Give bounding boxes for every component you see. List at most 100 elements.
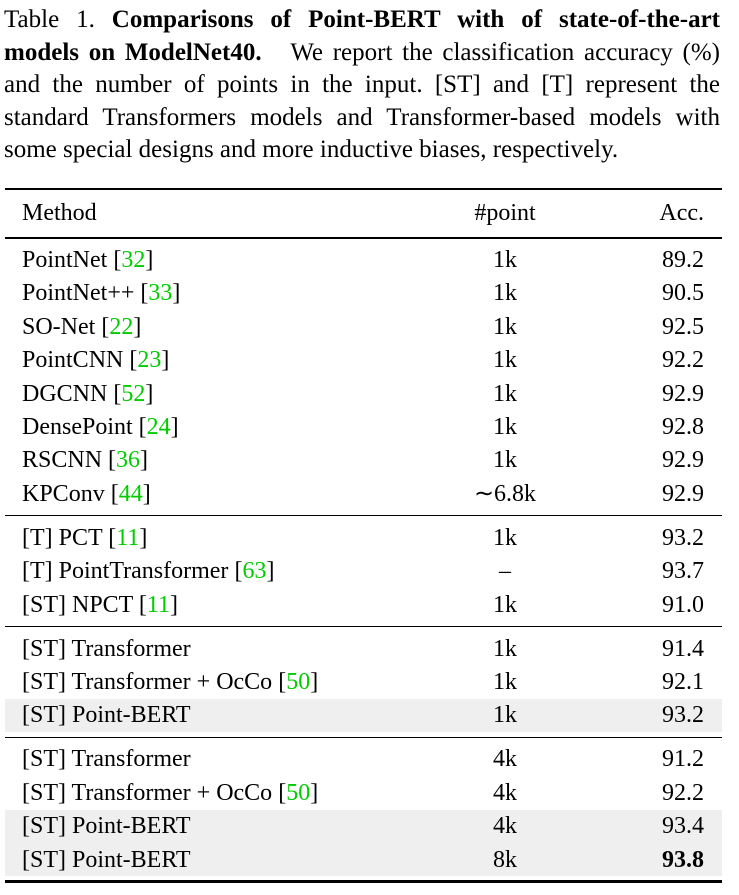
accuracy: 92.2 bbox=[662, 347, 704, 374]
header-method: Method bbox=[22, 200, 97, 226]
caption-text: We report the classification accuracy (%… bbox=[4, 38, 720, 164]
row-shade bbox=[5, 698, 722, 733]
accuracy: 90.5 bbox=[662, 280, 704, 307]
method: [ST] Point-BERT bbox=[22, 702, 191, 729]
row-shade bbox=[5, 809, 722, 843]
points-cell: 4k bbox=[405, 778, 605, 808]
method: [ST] Transformer + OcCo bbox=[22, 779, 273, 806]
method-cell: [ST] Transformer bbox=[22, 634, 191, 664]
bracket: [ bbox=[278, 669, 287, 695]
points-cell: ∼6.8k bbox=[405, 479, 605, 509]
method-cell: RSCNN [36] bbox=[22, 445, 148, 475]
method: PointNet++ bbox=[22, 280, 135, 307]
points: 4k bbox=[493, 779, 517, 806]
citation: 11 bbox=[146, 591, 171, 618]
method: KPConv bbox=[22, 480, 105, 507]
method-cell: Method bbox=[22, 198, 97, 228]
points-cell: 1k bbox=[405, 412, 605, 442]
bracket: ] bbox=[140, 447, 149, 474]
acc-cell: 93.8 bbox=[662, 845, 704, 875]
caption: Table 1. Comparisons of Point-BERT with … bbox=[4, 4, 720, 167]
acc-cell: 92.2 bbox=[662, 778, 704, 808]
bracket: ] bbox=[133, 313, 142, 340]
row-shade bbox=[5, 842, 722, 877]
method-cell: [ST] Transformer + OcCo [50] bbox=[22, 667, 318, 697]
bracket: [ bbox=[129, 347, 138, 374]
method: [ST] Transformer bbox=[22, 746, 191, 773]
accuracy: 91.0 bbox=[662, 591, 704, 618]
points-cell: 1k bbox=[405, 667, 605, 697]
rule bbox=[5, 515, 722, 517]
accuracy: 91.2 bbox=[662, 746, 704, 773]
accuracy: 93.2 bbox=[662, 524, 704, 551]
caption-label: Table 1. bbox=[4, 6, 95, 33]
points-cell: 1k bbox=[405, 245, 605, 275]
points: 1k bbox=[493, 524, 517, 551]
method-cell: SO-Net [22] bbox=[22, 312, 141, 342]
points-cell: 1k bbox=[405, 700, 605, 730]
method-cell: [ST] Transformer + OcCo [50] bbox=[22, 778, 318, 808]
points: 1k bbox=[493, 280, 517, 307]
points: 1k bbox=[493, 669, 517, 695]
method-cell: DGCNN [52] bbox=[22, 379, 153, 409]
acc-cell: 92.8 bbox=[662, 412, 704, 442]
points-cell: 1k bbox=[405, 345, 605, 375]
rule bbox=[5, 237, 722, 239]
points-cell: 4k bbox=[405, 811, 605, 841]
accuracy: 92.8 bbox=[662, 414, 704, 440]
bracket: [ bbox=[234, 558, 243, 585]
points-cell: 1k bbox=[405, 523, 605, 553]
points: – bbox=[499, 558, 511, 585]
method-cell: PointNet [32] bbox=[22, 245, 153, 275]
citation: 24 bbox=[146, 414, 171, 440]
acc-cell: 90.5 bbox=[662, 278, 704, 308]
citation: 50 bbox=[286, 779, 311, 806]
acc-cell: 92.1 bbox=[662, 667, 704, 697]
bracket: ] bbox=[170, 591, 179, 618]
points-cell: – bbox=[405, 556, 605, 586]
points: 1k bbox=[493, 347, 517, 374]
points: 4k bbox=[493, 813, 517, 840]
acc-cell: 92.2 bbox=[662, 345, 704, 375]
bracket: [ bbox=[101, 313, 110, 340]
points-cell: 1k bbox=[405, 634, 605, 664]
caption-title: Comparisons of Point-BERT with of state-… bbox=[4, 6, 721, 66]
points: 1k bbox=[493, 635, 517, 662]
rule bbox=[5, 880, 722, 883]
bracket: ] bbox=[266, 558, 275, 585]
bracket: [ bbox=[113, 380, 122, 407]
bracket: ] bbox=[139, 524, 148, 551]
accuracy: 89.2 bbox=[662, 247, 704, 273]
citation: 22 bbox=[109, 313, 134, 340]
method-cell: KPConv [44] bbox=[22, 479, 151, 509]
rule bbox=[5, 187, 722, 191]
method-cell: [ST] NPCT [11] bbox=[22, 590, 178, 620]
acc-cell: 89.2 bbox=[662, 245, 704, 275]
bracket: ] bbox=[310, 779, 319, 806]
method-cell: [ST] Transformer bbox=[22, 744, 191, 774]
bracket: ] bbox=[142, 480, 151, 507]
points: 1k bbox=[493, 247, 517, 273]
bracket: [ bbox=[138, 591, 147, 618]
method: SO-Net bbox=[22, 313, 96, 340]
points: 1k bbox=[493, 380, 517, 407]
points: 1k bbox=[493, 313, 517, 340]
method-cell: PointNet++ [33] bbox=[22, 278, 180, 308]
method-cell: [T] PCT [11] bbox=[22, 523, 147, 553]
accuracy: 92.1 bbox=[662, 669, 704, 695]
points-cell: 1k bbox=[405, 379, 605, 409]
method: PointCNN bbox=[22, 347, 124, 374]
points-cell: 4k bbox=[405, 744, 605, 774]
points: 8k bbox=[493, 846, 517, 873]
bracket: ] bbox=[170, 414, 179, 440]
citation: 23 bbox=[137, 347, 162, 374]
method: [ST] Transformer + OcCo bbox=[22, 669, 273, 695]
citation: 11 bbox=[116, 524, 140, 551]
accuracy: 93.4 bbox=[662, 813, 704, 840]
points-cell: 1k bbox=[405, 312, 605, 342]
citation: 36 bbox=[116, 447, 141, 474]
points-cell: 1k bbox=[405, 590, 605, 620]
accuracy: 92.9 bbox=[662, 380, 704, 407]
accuracy: 93.7 bbox=[662, 558, 704, 585]
